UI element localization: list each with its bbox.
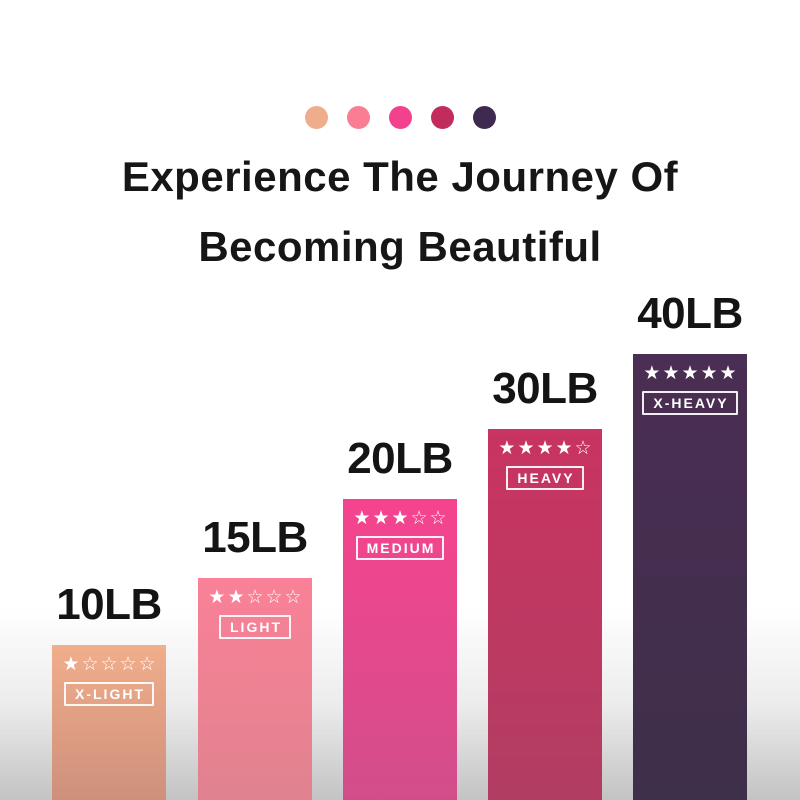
star-rating: ★★★★★	[643, 363, 739, 384]
band-column-20lb: 20LB ★★★☆☆ MEDIUM	[343, 434, 457, 800]
band-column-15lb: 15LB ★★☆☆☆ LIGHT	[198, 513, 312, 800]
level-badge: MEDIUM	[355, 536, 445, 560]
palette-dots-row	[0, 106, 800, 129]
weight-label: 40LB	[637, 289, 743, 338]
level-badge: HEAVY	[506, 466, 584, 490]
band-bar: ★★★★☆ HEAVY	[488, 429, 602, 800]
palette-dot-medium	[388, 106, 412, 129]
weight-label: 15LB	[202, 513, 308, 562]
band-column-10lb: 10LB ★☆☆☆☆ X-LIGHT	[52, 580, 166, 800]
level-badge: X-LIGHT	[64, 682, 154, 706]
band-column-30lb: 30LB ★★★★☆ HEAVY	[488, 364, 602, 800]
palette-dot-light	[346, 106, 370, 129]
level-badge: LIGHT	[219, 615, 291, 639]
level-badge: X-HEAVY	[642, 391, 738, 415]
title-line-2: Becoming Beautiful	[198, 223, 602, 270]
star-rating: ★★☆☆☆	[208, 587, 304, 608]
band-bar: ★★★☆☆ MEDIUM	[343, 499, 457, 800]
palette-dot-xlight	[304, 106, 328, 129]
star-rating: ★★★★☆	[498, 438, 594, 459]
weight-label: 20LB	[347, 434, 453, 483]
palette-dot-heavy	[430, 106, 454, 129]
weight-label: 30LB	[492, 364, 598, 413]
band-bar: ★★★★★ X-HEAVY	[633, 354, 747, 800]
title-line-1: Experience The Journey Of	[121, 153, 679, 200]
band-bar: ★★☆☆☆ LIGHT	[198, 578, 312, 800]
page-title: Experience The Journey Of Becoming Beaut…	[0, 142, 800, 282]
star-rating: ★★★☆☆	[353, 508, 449, 529]
band-bar: ★☆☆☆☆ X-LIGHT	[52, 645, 166, 800]
palette-dot-xheavy	[472, 106, 496, 129]
weight-label: 10LB	[56, 580, 162, 629]
star-rating: ★☆☆☆☆	[62, 654, 158, 675]
band-column-40lb: 40LB ★★★★★ X-HEAVY	[633, 289, 747, 800]
